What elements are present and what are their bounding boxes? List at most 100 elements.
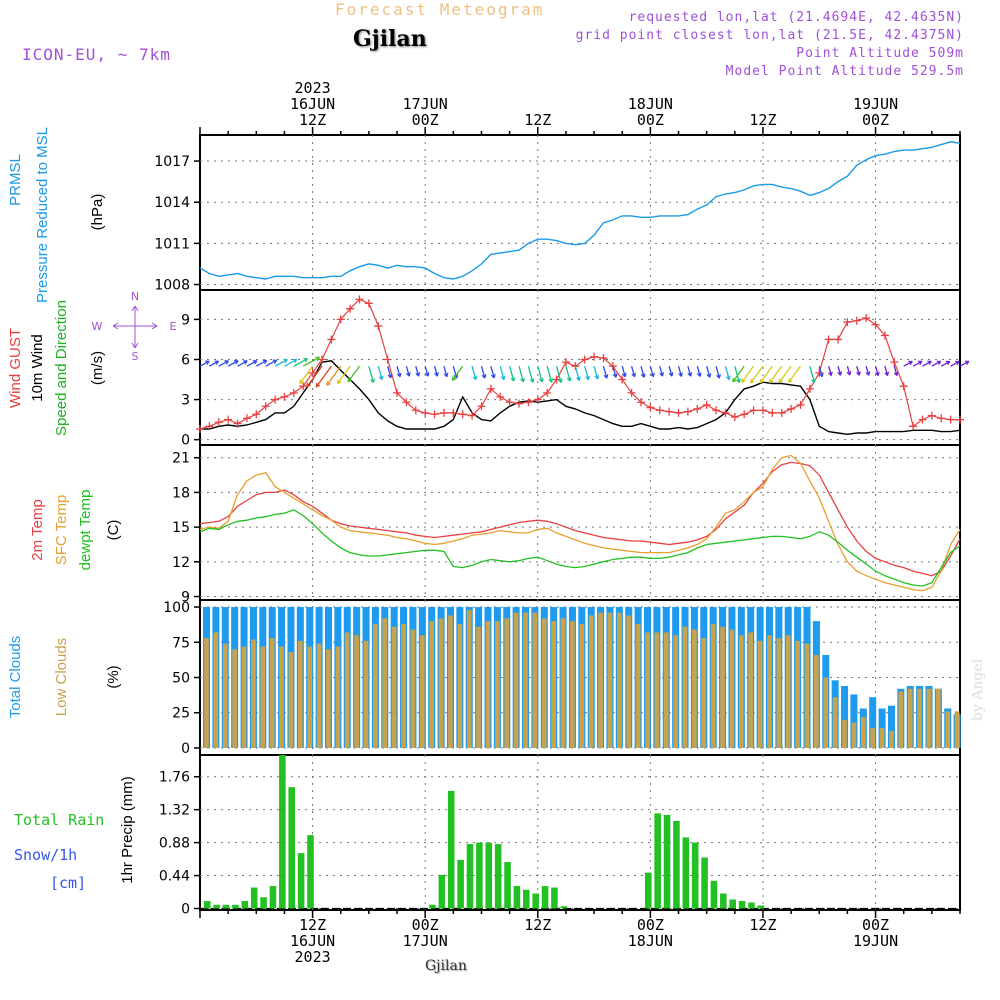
low-cloud-bar (523, 612, 528, 748)
rain-bar (729, 899, 736, 909)
wind-arrow-head (678, 372, 683, 377)
ytick-label-precip: 0.88 (159, 836, 190, 852)
wind-arrow-head (696, 372, 702, 377)
model-altitude: Model Point Altitude 529.5m (725, 64, 964, 79)
gust-marker (890, 358, 899, 367)
rain-bar (213, 904, 220, 909)
wind-arrow-head (576, 376, 581, 381)
wind-direction-arrow (769, 365, 783, 384)
low-cloud-bar (738, 635, 744, 748)
wind-direction-arrow (499, 365, 505, 380)
low-cloud-bar (907, 688, 913, 748)
wind-direction-arrow (856, 365, 860, 376)
gust-marker (927, 411, 936, 420)
low-cloud-bar (879, 728, 885, 748)
gust-marker (458, 410, 467, 419)
low-cloud-bar (279, 646, 284, 748)
wind-arrow-head (262, 359, 268, 365)
wind-arrow-head (917, 360, 923, 366)
wind-direction-arrow (255, 359, 268, 367)
low-cloud-bar (476, 626, 481, 748)
gust-marker (289, 388, 298, 397)
gust-marker (271, 395, 280, 404)
ytick-label-temperature: 18 (172, 485, 190, 501)
credit-watermark: by Angel (970, 658, 986, 721)
gust-marker (956, 415, 964, 424)
wind-arrow-head (725, 375, 731, 381)
wind-arrow-head (736, 378, 741, 383)
wind-direction-arrow (306, 365, 323, 388)
gust-marker (909, 422, 918, 431)
low-cloud-bar (710, 623, 716, 748)
wind-direction-arrow (668, 365, 673, 377)
gust-marker (486, 384, 495, 393)
gust-marker (946, 415, 955, 424)
rain-bar (513, 886, 521, 909)
ytick-label-precip: 0 (181, 902, 190, 918)
low-cloud-bar (795, 640, 800, 748)
gust-marker (393, 388, 402, 397)
rain-bar (663, 814, 671, 909)
wind-direction-arrow (640, 365, 645, 378)
low-cloud-bar (532, 612, 538, 748)
low-cloud-bar (344, 632, 350, 748)
ytick-label-temperature: 12 (172, 555, 190, 571)
wind-direction-arrow (884, 365, 889, 376)
wind-direction-arrow (199, 360, 210, 367)
ytick-label-precip: 1.76 (159, 770, 190, 786)
xaxis-top-label: 16JUN (290, 95, 335, 113)
ytick-label-pressure: 1008 (154, 278, 190, 294)
xaxis-bottom-label: 12Z (299, 916, 326, 934)
wind-arrow-head (818, 372, 824, 378)
wind-arrow-head (529, 378, 535, 383)
gust-marker (561, 358, 570, 367)
xaxis-top-label: 12Z (749, 111, 776, 129)
gust-marker (374, 322, 383, 331)
gust-marker (317, 355, 326, 364)
ytick-label-clouds: 100 (163, 600, 190, 616)
low-cloud-bar (448, 615, 453, 748)
rain-bar (523, 889, 530, 909)
wind-arrow-head (585, 375, 590, 381)
rain-bar (447, 790, 455, 909)
gust-marker (918, 415, 927, 424)
wind-direction-arrow (227, 360, 239, 367)
gust-marker (205, 422, 214, 431)
low-cloud-bar (898, 691, 904, 748)
gust-marker (383, 355, 392, 364)
wind-10m-title: 10m Wind (29, 334, 46, 402)
snow-unit: [cm] (50, 874, 86, 892)
wind-gust-title: Wind GUST (7, 328, 24, 408)
wind-arrow-head (811, 378, 816, 383)
gust-marker (346, 304, 355, 313)
low-cloud-bar (616, 612, 622, 748)
pressure-title-2: Pressure Reduced to MSL (34, 127, 51, 303)
wind-direction-arrow (922, 360, 932, 367)
low-cloud-bar (635, 623, 641, 748)
low-cloud-bar (663, 632, 669, 748)
wind-direction-arrow (687, 365, 692, 377)
wind-arrow-head (750, 379, 755, 384)
wind-direction-arrow (415, 365, 420, 377)
low-cloud-bar (776, 638, 782, 748)
wind-direction-arrow (724, 365, 730, 380)
wind-direction-arrow (874, 365, 879, 376)
rain-bar (710, 880, 718, 909)
gust-marker (599, 354, 608, 363)
gust-marker (655, 406, 664, 415)
gust-marker (899, 382, 908, 391)
gust-marker (712, 406, 721, 415)
wind-arrow-head (548, 378, 554, 383)
wind-arrow-head (732, 377, 737, 383)
low-cloud-bar (785, 635, 791, 748)
wind-arrow-head (326, 381, 331, 386)
wind-gust-line (199, 298, 960, 430)
rain-bar (466, 844, 474, 909)
gust-marker (937, 414, 946, 423)
low-cloud-bar (391, 626, 397, 748)
wind-direction-arrow (750, 365, 764, 384)
low-cloud-bar (917, 688, 922, 748)
wind-arrow-head (520, 377, 525, 383)
gust-marker (824, 335, 833, 344)
wind-arrow-head (472, 375, 478, 381)
